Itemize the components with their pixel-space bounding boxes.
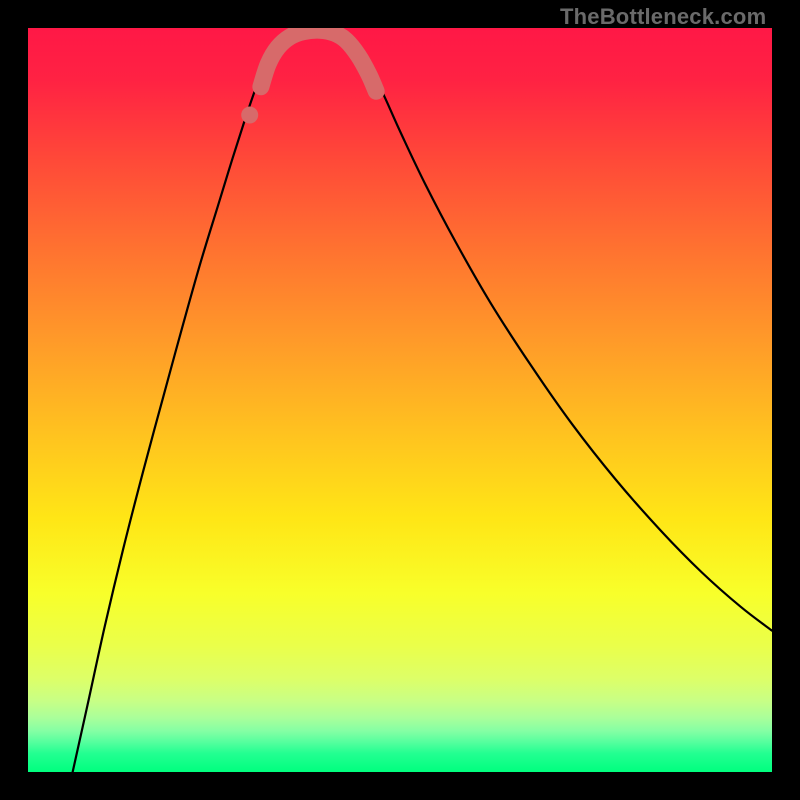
watermark-text: TheBottleneck.com: [560, 4, 766, 30]
curve-left-arm: [73, 31, 296, 772]
curve-right-arm: [340, 31, 772, 631]
curve-canvas: [28, 28, 772, 772]
valley-dot: [241, 107, 258, 124]
plot-area: [28, 28, 772, 772]
root: TheBottleneck.com: [0, 0, 800, 800]
valley-highlight: [261, 30, 376, 91]
